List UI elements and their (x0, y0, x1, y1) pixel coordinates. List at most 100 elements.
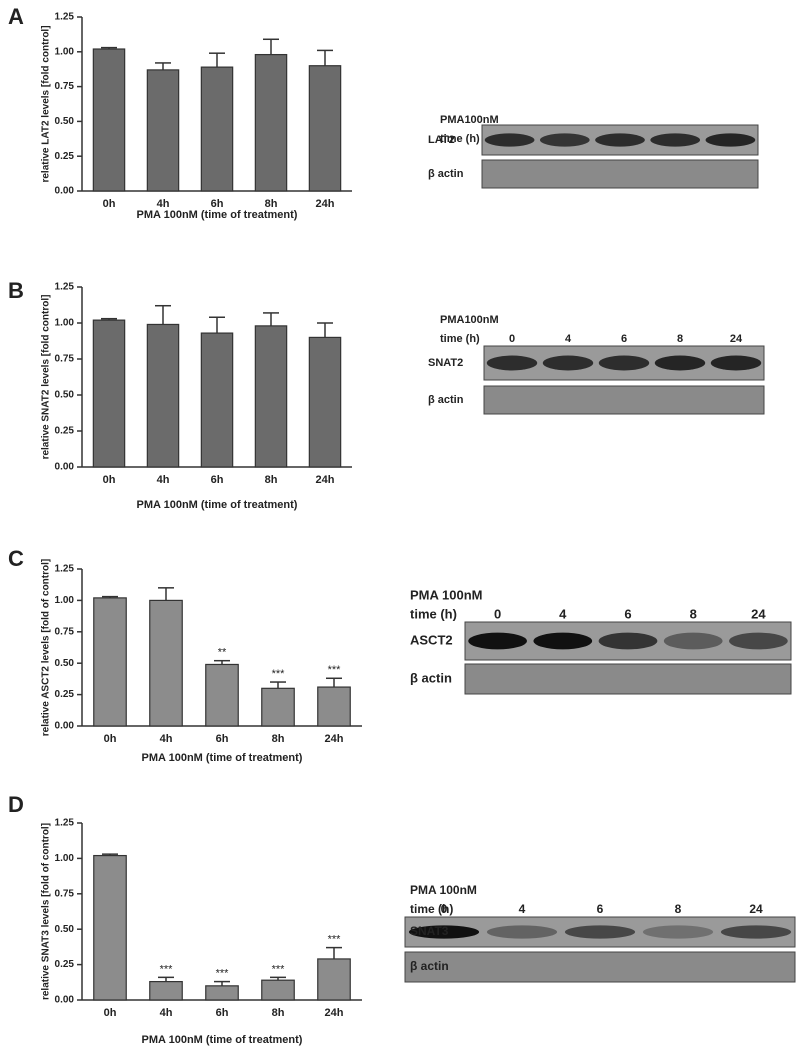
blot-header: time (h) (410, 606, 457, 621)
blot-strip (404, 951, 796, 983)
x-axis-label: PMA 100nM (time of treatment) (142, 752, 303, 764)
blot-row-label: ASCT2 (410, 632, 453, 647)
bar (317, 686, 351, 727)
bar (261, 687, 295, 727)
blot-band (720, 925, 792, 939)
blot-header: PMA100nM (440, 314, 499, 326)
bar (92, 48, 126, 192)
y-tick-label: 0.75 (55, 888, 75, 899)
y-tick-label: 1.25 (55, 282, 75, 293)
blot-band (564, 925, 636, 939)
y-tick-label: 0.00 (55, 462, 75, 473)
lane-label: 8 (675, 902, 682, 916)
lane-label: 24 (751, 606, 766, 621)
bar (200, 332, 234, 468)
blot-band (533, 632, 593, 650)
lane-label: 4 (559, 606, 567, 621)
significance: *** (328, 664, 342, 676)
y-tick-label: 1.00 (55, 318, 75, 329)
bar (93, 597, 127, 727)
lane-label: 24 (749, 902, 763, 916)
blot-band (486, 925, 558, 939)
blot-band (539, 133, 590, 147)
x-tick-label: 24h (325, 1007, 344, 1019)
blot-header: time (h) (440, 333, 480, 345)
x-tick-label: 6h (211, 198, 224, 210)
y-axis-label: relative LAT2 levels [fold control] (41, 25, 52, 182)
panel-letter: A (8, 4, 24, 29)
significance: *** (328, 934, 342, 946)
significance: *** (272, 668, 286, 680)
x-tick-label: 4h (157, 474, 170, 486)
x-tick-label: 8h (265, 198, 278, 210)
x-tick-label: 24h (316, 198, 335, 210)
x-tick-label: 4h (160, 1007, 173, 1019)
lane-label: 6 (597, 902, 604, 916)
panel-letter: B (8, 278, 24, 303)
x-tick-label: 0h (104, 733, 117, 745)
lane-label: 0 (494, 606, 501, 621)
x-axis-label: PMA 100nM (time of treatment) (142, 1034, 303, 1046)
significance: *** (216, 967, 230, 979)
lane-label: 0 (441, 902, 448, 916)
blot-band (654, 355, 706, 371)
blot-strip (481, 159, 759, 189)
x-tick-label: 24h (316, 474, 335, 486)
blot-band (650, 133, 701, 147)
blot-row-label: SNAT3 (410, 924, 449, 938)
x-tick-label: 4h (157, 198, 170, 210)
blot-band (595, 133, 645, 147)
lane-label: 6 (621, 333, 627, 345)
y-tick-label: 0.75 (55, 81, 75, 92)
lane-label: 0 (509, 333, 515, 345)
blot-row-label: β actin (428, 168, 464, 180)
y-axis-label: relative ASCT2 levels [fold of control] (41, 559, 52, 736)
lane-label: 8 (677, 333, 683, 345)
blot-band (710, 355, 762, 371)
y-tick-label: 0.75 (55, 354, 75, 365)
blot-row-label: β actin (428, 394, 464, 406)
blot-band (542, 355, 594, 371)
bar (317, 958, 351, 1001)
bar (93, 854, 127, 1001)
bar (149, 599, 183, 727)
blot-strip (464, 663, 792, 695)
x-axis-label: PMA 100nM (time of treatment) (137, 499, 298, 511)
bar (254, 325, 288, 468)
bar (146, 323, 180, 468)
y-tick-label: 0.00 (55, 995, 75, 1006)
x-tick-label: 0h (103, 198, 116, 210)
significance: *** (272, 963, 286, 975)
blot-band (468, 632, 527, 650)
significance: ** (218, 647, 227, 659)
blot-band (663, 632, 723, 650)
x-tick-label: 24h (325, 733, 344, 745)
blot-band (598, 632, 658, 650)
y-tick-label: 0.00 (55, 186, 75, 197)
y-tick-label: 1.00 (55, 46, 75, 57)
y-tick-label: 0.25 (55, 689, 75, 700)
bar (254, 53, 288, 192)
blot-header: time (h) (440, 133, 480, 145)
y-tick-label: 0.25 (55, 151, 75, 162)
blot-band (705, 133, 756, 147)
bar (200, 66, 234, 192)
blot-header: PMA 100nM (410, 587, 482, 602)
lane-label: 4 (519, 902, 526, 916)
y-tick-label: 1.25 (55, 12, 75, 23)
y-tick-label: 0.25 (55, 959, 75, 970)
blot-band (598, 355, 650, 371)
x-tick-label: 4h (160, 733, 173, 745)
panel-letter: C (8, 546, 24, 571)
blot-row-label: β actin (410, 959, 449, 973)
lane-label: 8 (690, 606, 697, 621)
bar (146, 69, 180, 192)
bar (261, 979, 295, 1001)
x-tick-label: 8h (272, 1007, 285, 1019)
blot-header: PMA 100nM (410, 883, 477, 897)
lane-label: 6 (624, 606, 631, 621)
blot-band (729, 632, 788, 650)
blot-band (642, 925, 714, 939)
y-tick-label: 0.25 (55, 426, 75, 437)
bar (308, 65, 342, 192)
